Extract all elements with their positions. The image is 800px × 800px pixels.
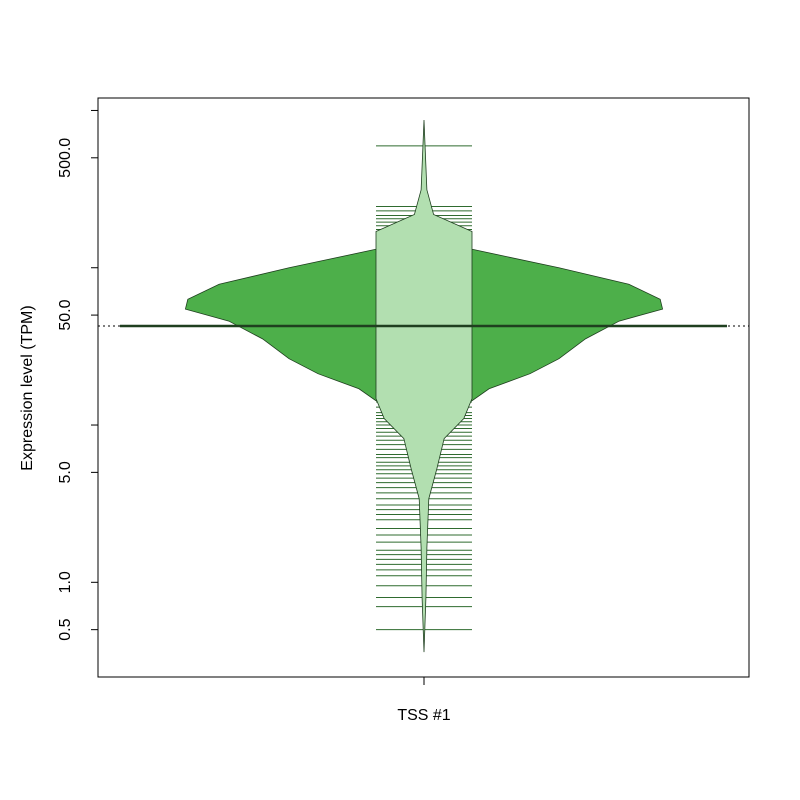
inner-density — [375, 119, 473, 653]
y-tick-label: 50.0 — [57, 299, 74, 330]
x-tick-label: TSS #1 — [397, 707, 450, 724]
y-tick-label: 0.5 — [57, 618, 74, 640]
y-tick-label: 1.0 — [57, 571, 74, 593]
y-tick-label: 5.0 — [57, 461, 74, 483]
y-axis-label: Expression level (TPM) — [19, 305, 36, 470]
y-tick-label: 500.0 — [57, 138, 74, 178]
